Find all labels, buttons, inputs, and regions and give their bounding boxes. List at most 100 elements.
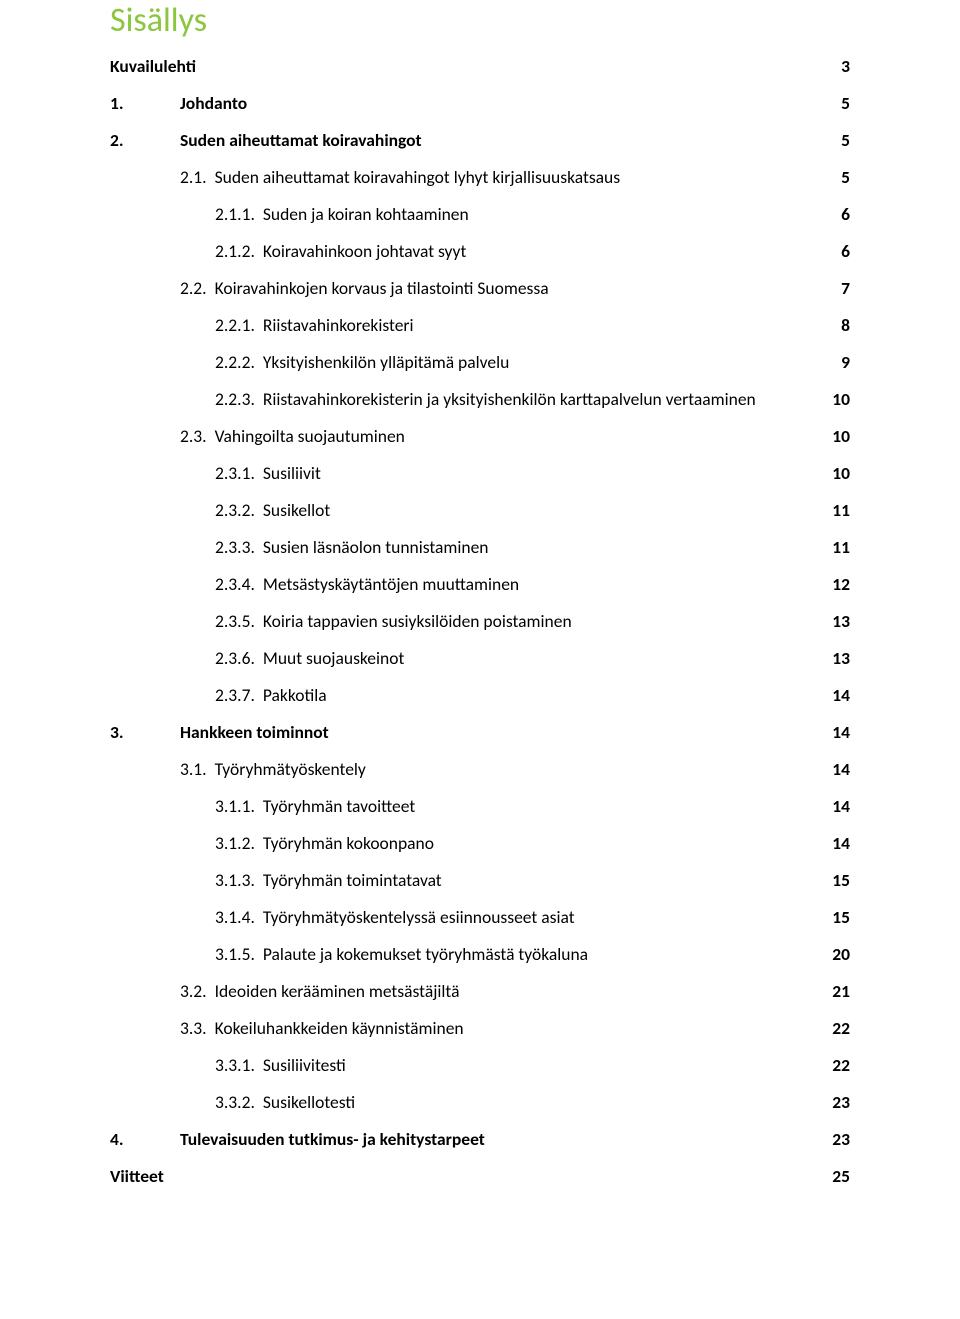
- toc-entry: 3.1.3.Työryhmän toimintatavat15: [110, 861, 850, 898]
- toc-entry-number: 2.3.6.: [215, 647, 255, 669]
- toc-entry-label: Ideoiden kerääminen metsästäjiltä: [207, 980, 816, 1002]
- toc-entry-page: 20: [816, 943, 850, 965]
- toc-entry-label: Susiliivitesti: [255, 1054, 816, 1076]
- toc-entry-number: 3.: [110, 721, 140, 743]
- toc-entry: 2.3.1.Susiliivit10: [110, 454, 850, 491]
- toc-entry-number: 2.3.5.: [215, 610, 255, 632]
- toc-entry-number: 1.: [110, 92, 140, 114]
- toc-entry-page: 14: [816, 795, 850, 817]
- toc-entry: 2.2.2.Yksityishenkilön ylläpitämä palvel…: [110, 343, 850, 380]
- toc-entry-number: 3.1.5.: [215, 943, 255, 965]
- toc-entry-number: 2.3.2.: [215, 499, 255, 521]
- toc-entry: 2.3.5.Koiria tappavien susiyksilöiden po…: [110, 602, 850, 639]
- toc-entry-page: 21: [816, 980, 850, 1002]
- toc-entry: Viitteet25: [110, 1157, 850, 1194]
- toc-entry-label: Susiliivit: [255, 462, 816, 484]
- toc-entry-page: 15: [816, 869, 850, 891]
- toc-entry-label: Työryhmän tavoitteet: [255, 795, 816, 817]
- toc-entry-label: Viitteet: [110, 1165, 816, 1187]
- toc-entry: 3.3.1.Susiliivitesti22: [110, 1046, 850, 1083]
- toc-entry-number: 3.1.2.: [215, 832, 255, 854]
- toc-entry-label: Yksityishenkilön ylläpitämä palvelu: [255, 351, 816, 373]
- toc-entry-number: 3.1.1.: [215, 795, 255, 817]
- toc-entry-label: Koiravahinkojen korvaus ja tilastointi S…: [207, 277, 816, 299]
- toc-entry-page: 9: [816, 351, 850, 373]
- toc-entry-label: Muut suojauskeinot: [255, 647, 816, 669]
- toc-entry-label: Pakkotila: [255, 684, 816, 706]
- toc-entry-page: 10: [816, 462, 850, 484]
- toc-entry-page: 5: [816, 166, 850, 188]
- toc-entry-page: 11: [816, 499, 850, 521]
- toc-entry-number: 3.1.3.: [215, 869, 255, 891]
- toc-entry-page: 3: [816, 55, 850, 77]
- toc-entry-page: 6: [816, 203, 850, 225]
- toc-entry-page: 12: [816, 573, 850, 595]
- toc-entry-number: 2.2.2.: [215, 351, 255, 373]
- toc-entry-page: 14: [816, 684, 850, 706]
- toc-entry-number: 3.3.2.: [215, 1091, 255, 1113]
- toc-entry-label: Metsästyskäytäntöjen muuttaminen: [255, 573, 816, 595]
- toc-entry: 2.Suden aiheuttamat koiravahingot5: [110, 121, 850, 158]
- toc-entry: 3.1.5.Palaute ja kokemukset työryhmästä …: [110, 935, 850, 972]
- toc-entry-page: 13: [816, 610, 850, 632]
- toc-entry-label: Hankkeen toiminnot: [140, 721, 816, 743]
- toc-entry-page: 14: [816, 832, 850, 854]
- toc-entry-number: 3.1.: [180, 758, 207, 780]
- toc-entry: 2.2.Koiravahinkojen korvaus ja tilastoin…: [110, 269, 850, 306]
- toc-entry-label: Suden ja koiran kohtaaminen: [255, 203, 816, 225]
- toc-entry-number: 2.1.1.: [215, 203, 255, 225]
- toc-entry-number: 2.1.: [180, 166, 207, 188]
- toc-entry: 2.2.3.Riistavahinkorekisterin ja yksityi…: [110, 380, 850, 417]
- toc-entry-label: Susikellot: [255, 499, 816, 521]
- toc-entry-number: 2.2.: [180, 277, 207, 299]
- toc-entry: 3.1.2.Työryhmän kokoonpano14: [110, 824, 850, 861]
- toc-entry-page: 10: [816, 425, 850, 447]
- toc-entry-label: Susien läsnäolon tunnistaminen: [255, 536, 816, 558]
- toc-entry-number: 3.1.4.: [215, 906, 255, 928]
- toc-entry-page: 10: [816, 388, 850, 410]
- toc-entry-label: Palaute ja kokemukset työryhmästä työkal…: [255, 943, 816, 965]
- toc-entry-page: 23: [816, 1091, 850, 1113]
- toc-entry-label: Työryhmän kokoonpano: [255, 832, 816, 854]
- toc-entry: Kuvailulehti3: [110, 47, 850, 84]
- toc-entry-number: 2.3.7.: [215, 684, 255, 706]
- toc-entry-number: 2.2.1.: [215, 314, 255, 336]
- page: Sisällys Kuvailulehti31.Johdanto52.Suden…: [0, 0, 960, 1319]
- toc-entry-number: 3.3.1.: [215, 1054, 255, 1076]
- toc-entry-label: Riistavahinkorekisteri: [255, 314, 816, 336]
- toc-entry-label: Koiria tappavien susiyksilöiden poistami…: [255, 610, 816, 632]
- toc-entry: 3.1.Työryhmätyöskentely14: [110, 750, 850, 787]
- toc-entry: 3.2.Ideoiden kerääminen metsästäjiltä21: [110, 972, 850, 1009]
- toc-entry-page: 8: [816, 314, 850, 336]
- toc-entry-number: 4.: [110, 1128, 140, 1150]
- toc-entry-page: 11: [816, 536, 850, 558]
- toc-entry: 2.2.1.Riistavahinkorekisteri8: [110, 306, 850, 343]
- toc-entry: 4.Tulevaisuuden tutkimus- ja kehitystarp…: [110, 1120, 850, 1157]
- toc-entry-number: 3.3.: [180, 1017, 207, 1039]
- toc-entry-label: Työryhmätyöskentelyssä esiinnousseet asi…: [255, 906, 816, 928]
- toc-entry-label: Vahingoilta suojautuminen: [207, 425, 816, 447]
- toc-entry-label: Suden aiheuttamat koiravahingot lyhyt ki…: [207, 166, 816, 188]
- toc-entry-page: 23: [816, 1128, 850, 1150]
- toc-entry-page: 6: [816, 240, 850, 262]
- toc-entry: 2.3.4.Metsästyskäytäntöjen muuttaminen12: [110, 565, 850, 602]
- toc-entry-label: Kuvailulehti: [110, 55, 816, 77]
- toc-entry-number: 2.3.: [180, 425, 207, 447]
- toc-entry-page: 14: [816, 721, 850, 743]
- toc-entry-number: 3.2.: [180, 980, 207, 1002]
- toc-entry-page: 13: [816, 647, 850, 669]
- toc-entry: 2.1.2.Koiravahinkoon johtavat syyt6: [110, 232, 850, 269]
- toc-entry-label: Suden aiheuttamat koiravahingot: [140, 129, 816, 151]
- toc-entry-page: 5: [816, 129, 850, 151]
- toc-entry-page: 22: [816, 1017, 850, 1039]
- toc-entry: 2.3.3.Susien läsnäolon tunnistaminen11: [110, 528, 850, 565]
- toc-entry: 2.1.1.Suden ja koiran kohtaaminen6: [110, 195, 850, 232]
- toc-entry-label: Työryhmätyöskentely: [207, 758, 816, 780]
- toc-entry-page: 14: [816, 758, 850, 780]
- toc-entry-label: Johdanto: [140, 92, 816, 114]
- toc-entry-label: Tulevaisuuden tutkimus- ja kehitystarpee…: [140, 1128, 816, 1150]
- toc-entry-label: Susikellotesti: [255, 1091, 816, 1113]
- toc-entry-number: 2.3.4.: [215, 573, 255, 595]
- toc-entry-label: Kokeiluhankkeiden käynnistäminen: [207, 1017, 816, 1039]
- toc-entry-number: 2.1.2.: [215, 240, 255, 262]
